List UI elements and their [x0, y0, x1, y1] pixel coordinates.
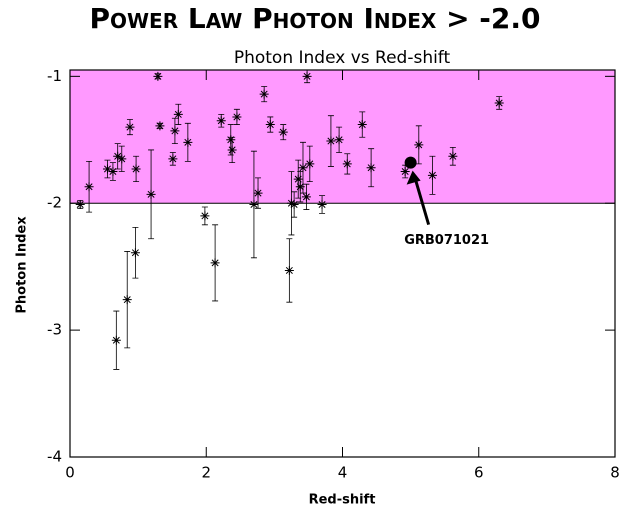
data-point: [302, 71, 312, 81]
data-point: [448, 151, 458, 161]
y-tick-label: -2: [47, 194, 62, 212]
data-point: [111, 335, 121, 345]
data-point: [131, 164, 141, 174]
x-tick-label: 4: [338, 464, 348, 482]
chart-title: Power Law Photon Index > -2.0: [89, 2, 540, 35]
data-point: [227, 145, 237, 155]
annotation-arrow: [413, 176, 431, 226]
data-point: [216, 116, 226, 126]
data-point: [146, 189, 156, 199]
data-point: [289, 199, 299, 209]
x-tick-label: 2: [201, 464, 211, 482]
x-axis-label: Red-shift: [309, 493, 376, 508]
data-point: [366, 163, 376, 173]
data-point: [75, 199, 85, 209]
y-tick-label: -1: [47, 67, 62, 85]
y-axis-label: Photon Index: [15, 216, 30, 314]
data-point: [108, 167, 118, 177]
highlight-point: [404, 156, 417, 169]
data-point: [295, 182, 305, 192]
data-point: [153, 71, 163, 81]
data-point: [253, 188, 263, 198]
data-point: [155, 121, 165, 131]
data-point: [400, 167, 410, 177]
data-point: [210, 258, 220, 268]
data-point: [305, 159, 315, 169]
data-point: [334, 135, 344, 145]
data-point: [102, 164, 112, 174]
y-tick-label: -3: [47, 321, 62, 339]
data-point: [342, 159, 352, 169]
data-point: [278, 127, 288, 137]
data-point: [122, 295, 132, 305]
data-point: [226, 135, 236, 145]
data-point: [414, 140, 424, 150]
x-tick-label: 0: [65, 464, 75, 482]
x-tick-label: 8: [610, 464, 620, 482]
data-point: [249, 199, 259, 209]
y-tick-label: -4: [47, 448, 62, 466]
data-point: [265, 120, 275, 130]
data-point: [317, 199, 327, 209]
arrow-head: [406, 170, 421, 185]
shaded-range: [70, 70, 615, 204]
data-point: [232, 112, 242, 122]
data-point: [326, 136, 336, 146]
data-point: [427, 170, 437, 180]
data-point: [301, 192, 311, 202]
data-point: [286, 198, 296, 208]
x-tick-label: 6: [474, 464, 484, 482]
data-point: [117, 154, 127, 164]
data-point: [84, 182, 94, 192]
data-point: [298, 163, 308, 173]
data-point: [113, 151, 123, 161]
data-point: [494, 98, 504, 108]
data-point: [130, 248, 140, 258]
data-point: [259, 89, 269, 99]
chart-subtitle: Photon Index vs Red-shift: [234, 48, 451, 68]
data-point: [125, 122, 135, 132]
data-point: [284, 265, 294, 275]
annotation-label: GRB071021: [404, 233, 489, 248]
data-point: [200, 211, 210, 221]
data-point: [357, 120, 367, 130]
data-point: [183, 137, 193, 147]
data-point: [170, 126, 180, 136]
data-point: [173, 109, 183, 119]
data-point: [293, 174, 303, 184]
data-point: [168, 154, 178, 164]
